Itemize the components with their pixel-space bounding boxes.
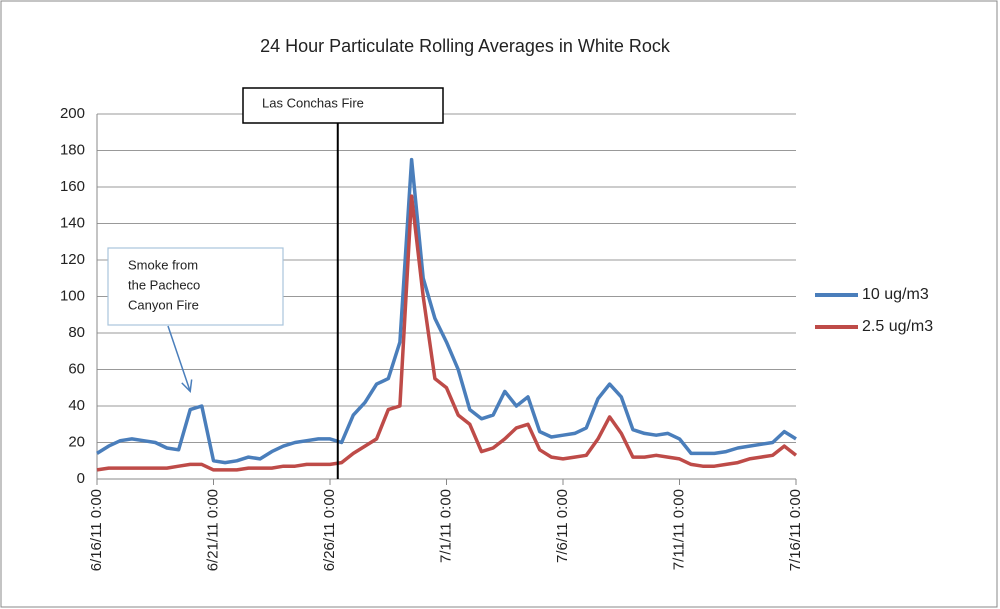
y-tick-label: 120 [60,251,85,268]
annotation-text: Las Conchas Fire [262,95,364,110]
y-tick-label: 60 [68,360,85,377]
callout-arrow [167,325,191,392]
series-line [96,157,797,465]
callout-text: Canyon Fire [128,297,199,312]
legend-label: 2.5 ug/m3 [862,318,933,335]
x-tick-label: 6/16/11 0:00 [88,489,105,571]
series-line [96,194,798,472]
callout-text: the Pacheco [128,277,200,292]
y-tick-label: 40 [68,397,85,414]
y-tick-label: 160 [60,178,85,195]
y-tick-label: 200 [60,105,85,122]
x-tick-label: 7/6/11 0:00 [554,489,571,563]
y-tick-label: 20 [68,433,85,450]
callout-text: Smoke from [128,257,198,272]
x-tick-label: 7/16/11 0:00 [787,489,804,571]
y-tick-label: 80 [68,324,85,341]
annotation-box [242,87,444,124]
x-tick-label: 6/21/11 0:00 [204,489,221,571]
callout-box [107,247,284,326]
x-tick-label: 7/11/11 0:00 [670,489,687,570]
y-tick-label: 100 [60,287,85,304]
x-tick-label: 7/1/11 0:00 [437,489,454,563]
y-tick-label: 0 [77,470,85,487]
y-tick-label: 180 [60,141,85,158]
y-tick-label: 140 [60,214,85,231]
legend-label: 10 ug/m3 [862,286,929,303]
callout-arrowhead [181,379,193,394]
chart-title: 24 Hour Particulate Rolling Averages in … [260,36,671,56]
x-tick-label: 6/26/11 0:00 [321,489,338,571]
